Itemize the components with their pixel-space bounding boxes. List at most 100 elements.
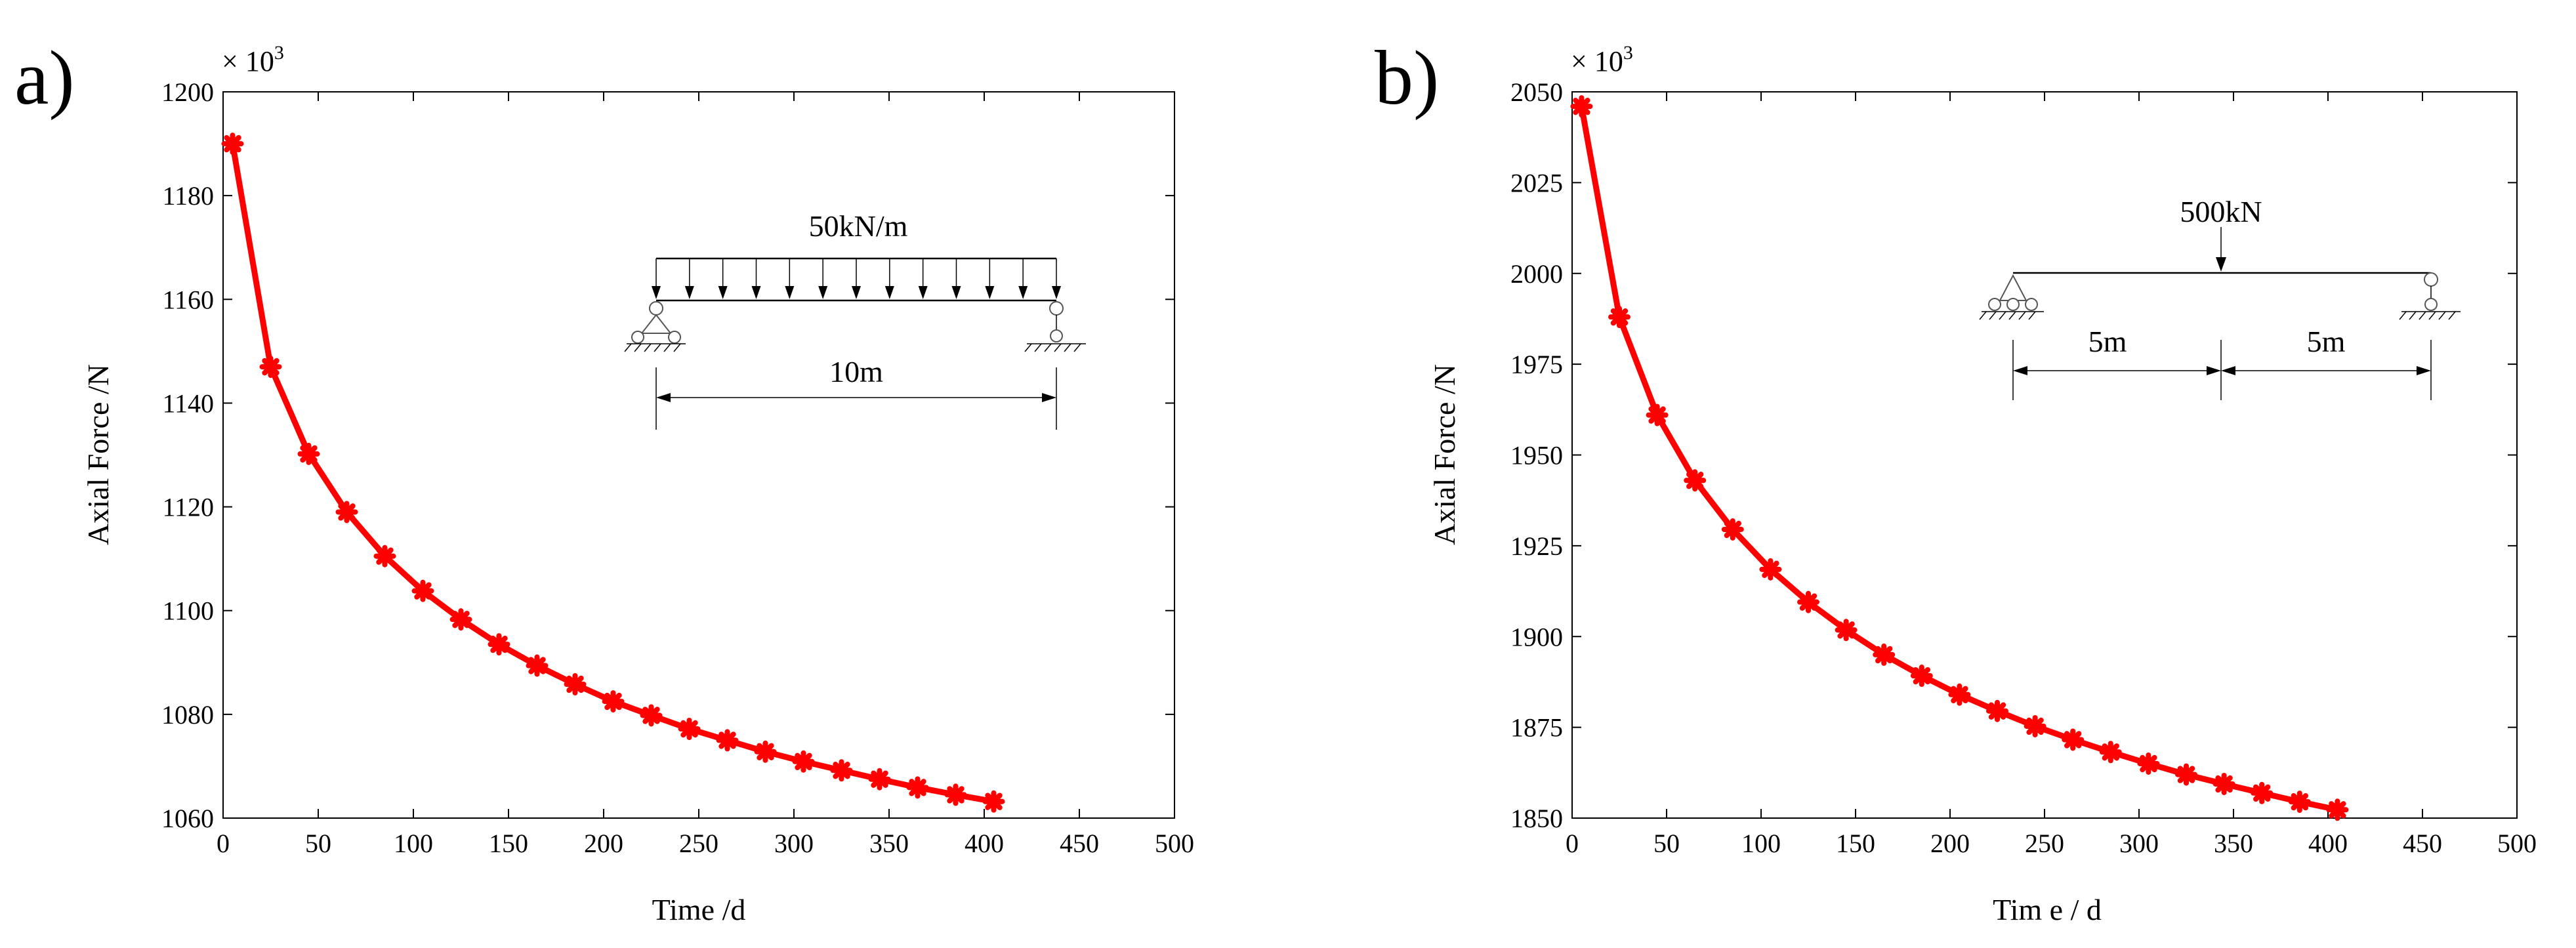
panel-a-load-arrow <box>918 258 928 299</box>
panel-a-y-tick-label: 1180 <box>162 181 214 211</box>
panel-b-series <box>1570 95 2349 821</box>
panel-a-data-point <box>526 654 549 677</box>
panel-a-data-point <box>564 672 587 695</box>
panel-b-y-multiplier: × 103 <box>1571 42 1633 77</box>
panel-a-y-tick-labels: 1060 1080 1100 1120 1140 1160 1180 1200 <box>161 77 214 833</box>
panel-a-beam-diagram: 50kN/m <box>624 209 1086 430</box>
panel-a-data-point <box>411 579 434 602</box>
panel-a-load-arrow <box>718 258 728 299</box>
panel-b-y-tick-label: 2000 <box>1510 259 1563 289</box>
panel-b-data-point <box>1759 558 1782 581</box>
panel-a-load-arrow <box>818 258 828 299</box>
panel-b-data-point <box>2137 752 2160 775</box>
panel-a-plot-frame <box>222 91 1175 819</box>
panel-b-letter: b) <box>1375 35 1439 121</box>
panel-b-data-point <box>1646 403 1669 426</box>
panel-b-y-tick-label: 1925 <box>1510 531 1563 561</box>
panel-a-load-arrow <box>852 258 861 299</box>
panel-b-ticks <box>1571 91 2518 819</box>
panel-b-data-point <box>2212 772 2235 795</box>
panel-b-y-tick-label: 2050 <box>1510 77 1563 107</box>
panel-b-y-tick-label: 1900 <box>1510 622 1563 651</box>
panel-b-beam-diagram: 500kN <box>1979 195 2461 400</box>
panel-a-data-point <box>716 729 739 752</box>
panel-b-data-point <box>2062 728 2085 751</box>
panel-b-data-point <box>2099 741 2122 764</box>
panel-b-data-point <box>1835 619 1858 642</box>
panel-a-x-tick-label: 0 <box>217 829 230 858</box>
panel-b-x-tick-label: 200 <box>1930 829 1970 858</box>
panel-b-y-tick-label: 1875 <box>1510 713 1563 743</box>
panel-a-x-axis-title: Time /d <box>652 893 746 926</box>
panel-a-y-tick-label: 1200 <box>161 77 214 107</box>
panel-b-y-axis-title: Axial Force /N <box>1428 364 1461 545</box>
panel-a-load-arrow <box>751 258 761 299</box>
panel-b-y-tick-labels: 1850 1875 1900 1925 1950 1975 2000 2025 2050 <box>1510 77 1563 833</box>
panel-b-span-dimension <box>2012 340 2432 400</box>
panel-a-chart: a) 0 50 100 150 200 250 300 350 400 450 500 106010… <box>14 35 1194 926</box>
panel-b-data-point <box>2288 791 2311 814</box>
panel-b-y-tick-label: 1850 <box>1510 804 1563 833</box>
panel-b-data-point <box>2251 781 2274 804</box>
panel-a-y-tick-label: 1080 <box>161 700 214 730</box>
panel-a-load-label: 50kN/m <box>809 209 908 243</box>
panel-b-data-point <box>1570 95 1593 118</box>
panel-a-load-arrow <box>1018 258 1028 299</box>
panel-a-load-arrow <box>985 258 995 299</box>
panel-a-load-arrows <box>652 258 1061 299</box>
panel-a-data-point <box>640 704 663 727</box>
panel-b-data-point <box>2326 798 2349 821</box>
panel-b-data-point <box>1684 469 1707 492</box>
panel-b-left-support <box>1979 274 2044 320</box>
panel-a-x-tick-label: 250 <box>679 829 718 858</box>
panel-a-data-point <box>982 790 1005 813</box>
panel-a-data-point <box>602 690 625 713</box>
panel-a-y-axis-title: Axial Force /N <box>81 364 115 545</box>
panel-a-load-arrow <box>785 258 795 299</box>
panel-a-data-point <box>944 783 967 806</box>
panel-a-load-arrow <box>884 258 894 299</box>
panel-b-data-point <box>1986 699 2008 722</box>
panel-b-x-tick-label: 150 <box>1836 829 1875 858</box>
panel-a-x-tick-label: 50 <box>305 829 331 858</box>
panel-a-y-tick-label: 1160 <box>162 285 214 314</box>
panel-a-x-tick-label: 350 <box>869 829 909 858</box>
panel-a-data-point <box>754 740 777 763</box>
panel-a-load-arrow <box>1052 258 1061 299</box>
panel-a-y-multiplier: × 103 <box>222 42 284 77</box>
panel-b-span-right-label: 5m <box>2307 325 2346 358</box>
panel-a-x-tick-label: 400 <box>965 829 1004 858</box>
panel-b-x-axis-title: Tim e / d <box>1993 893 2102 926</box>
panel-a-data-point <box>259 356 282 379</box>
panel-b-x-tick-label: 250 <box>2025 829 2064 858</box>
panel-b-plot-frame <box>1571 91 2518 819</box>
panel-b-x-tick-label: 450 <box>2403 829 2442 858</box>
panel-a-load-arrow <box>652 258 661 299</box>
panel-a-y-tick-label: 1100 <box>162 596 214 626</box>
panel-a-right-support <box>1024 301 1086 352</box>
panel-b-data-point <box>1608 306 1631 329</box>
panel-a-span-dimension <box>655 367 1057 430</box>
panel-a-x-tick-label: 150 <box>489 829 528 858</box>
panel-a-data-point <box>906 776 929 799</box>
panel-b-x-tick-label: 400 <box>2308 829 2348 858</box>
panel-b-x-tick-labels: 0 50 100 150 200 250 300 350 400 450 500 <box>1566 829 2537 858</box>
panel-b-data-point <box>1948 683 1971 706</box>
panel-b-data-point <box>2175 763 2197 786</box>
panel-b-data-point <box>2024 714 2046 737</box>
panel-b-right-support <box>2399 272 2461 320</box>
panel-a-data-point <box>373 545 396 567</box>
panel-b-data-point <box>1721 518 1744 541</box>
panel-a-y-tick-label: 1120 <box>162 493 214 522</box>
panel-a-ticks <box>222 91 1175 819</box>
panel-a-data-point <box>868 768 891 791</box>
panel-a-load-arrow <box>951 258 961 299</box>
panel-a-y-tick-label: 1140 <box>162 388 214 418</box>
panel-a-data-point <box>449 608 472 631</box>
panel-b-x-tick-label: 100 <box>1741 829 1781 858</box>
panel-b-x-tick-label: 300 <box>2119 829 2159 858</box>
panel-a-span-label: 10m <box>829 355 883 388</box>
panel-b-load-label: 500kN <box>2180 195 2262 228</box>
panel-b-data-point <box>1797 590 1819 613</box>
panel-a-x-tick-label: 100 <box>394 829 433 858</box>
